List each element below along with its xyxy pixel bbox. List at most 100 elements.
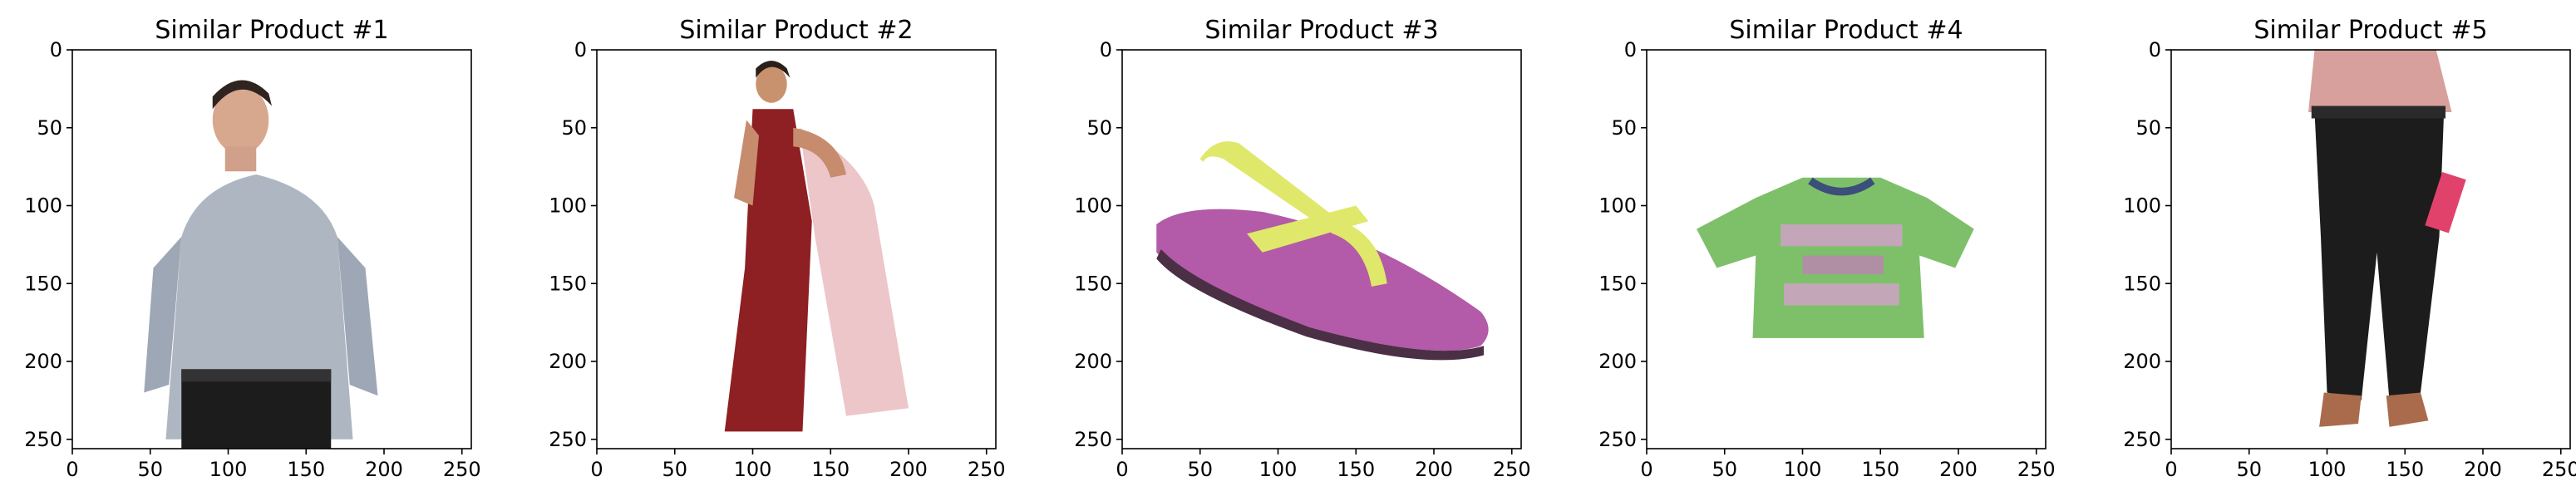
left-sleeve-shape — [144, 237, 182, 393]
product-image-4 — [1647, 50, 2046, 449]
x-tick-label: 250 — [443, 458, 481, 481]
x-tick-label: 100 — [1259, 458, 1298, 481]
x-tick-label: 0 — [66, 458, 78, 481]
y-tick-label: 0 — [1100, 38, 1112, 61]
belt-shape — [181, 369, 332, 382]
y-tick-label: 0 — [1624, 38, 1637, 61]
print-line-3 — [1784, 283, 1899, 306]
product-image-5 — [2171, 50, 2570, 449]
x-tick-label: 0 — [2165, 458, 2177, 481]
y-tick-label: 100 — [2123, 194, 2161, 218]
x-tick-label: 0 — [1116, 458, 1128, 481]
y-tick-label: 250 — [24, 428, 62, 451]
y-tick-label: 150 — [2123, 272, 2161, 295]
collar-shape — [1808, 177, 1875, 196]
x-tick-label: 50 — [137, 458, 163, 481]
x-tick-label: 150 — [811, 458, 850, 481]
y-tick-label: 150 — [549, 272, 587, 295]
saree-shape — [724, 109, 812, 432]
head-shape — [756, 65, 787, 103]
y-tick-label: 100 — [1598, 194, 1637, 218]
x-tick-label: 200 — [2464, 458, 2502, 481]
panel-title: Similar Product #1 — [155, 16, 388, 45]
waistband-shape — [2311, 106, 2445, 119]
y-tick-label: 50 — [37, 116, 62, 140]
product-panel-4: Similar Product #40 50 100 150 200 2500501001… — [1598, 16, 2055, 481]
x-tick-label: 50 — [1187, 458, 1213, 481]
panel-title: Similar Product #2 — [679, 16, 913, 45]
y-tick-label: 150 — [1074, 272, 1112, 295]
x-tick-label: 50 — [1712, 458, 1737, 481]
x-tick-label: 0 — [1640, 458, 1652, 481]
right-sleeve-shape — [337, 237, 378, 396]
head-shape — [212, 86, 269, 155]
hair-shape — [212, 80, 272, 110]
y-tick-label: 250 — [1074, 428, 1112, 451]
panel-title: Similar Product #5 — [2253, 16, 2487, 45]
y-tick-label: 150 — [24, 272, 62, 295]
y-tick-label: 200 — [24, 350, 62, 373]
x-tick-label: 100 — [1784, 458, 1822, 481]
panel-title: Similar Product #3 — [1204, 16, 1438, 45]
man-grey-shirt-black-trousers-picture — [144, 80, 378, 449]
y-tick-label: 0 — [574, 38, 587, 61]
x-tick-label: 250 — [1493, 458, 1531, 481]
black-trousers-with-pink-clutch-picture — [2308, 50, 2466, 427]
trousers-shape — [181, 369, 332, 449]
trousers-shape — [2314, 112, 2445, 400]
y-tick-label: 50 — [1611, 116, 1637, 140]
shirt-shape — [2308, 50, 2452, 112]
axes-frame — [71, 49, 472, 449]
product-image-2 — [597, 50, 996, 449]
y-tick-label: 150 — [1598, 272, 1637, 295]
woman-red-saree-picture — [724, 61, 909, 432]
product-image-3 — [1122, 50, 1521, 449]
product-panel-2: Similar Product #20 50 100 150 200 2500501001… — [549, 16, 1005, 481]
right-foot-shape — [2386, 392, 2429, 427]
x-tick-label: 250 — [968, 458, 1006, 481]
neck-shape — [224, 146, 257, 172]
product-panel-3: Similar Product #30 50 100 150 200 2500501001… — [1074, 16, 1530, 481]
x-tick-label: 150 — [1337, 458, 1375, 481]
x-tick-label: 250 — [2017, 458, 2056, 481]
product-panel-1: Similar Product #10 50 100 150 200 2500501001… — [24, 16, 480, 481]
x-tick-label: 200 — [365, 458, 403, 481]
left-foot-shape — [2319, 392, 2362, 427]
y-tick-label: 0 — [50, 38, 62, 61]
y-tick-label: 200 — [549, 350, 587, 373]
y-tick-label: 0 — [2149, 38, 2161, 61]
x-tick-label: 150 — [2386, 458, 2424, 481]
y-tick-label: 100 — [24, 194, 62, 218]
sole-edge-shape — [1156, 249, 1484, 361]
green-kids-tshirt-picture — [1697, 177, 1974, 338]
product-image-1 — [72, 50, 471, 449]
hair-shape — [756, 61, 791, 78]
x-tick-label: 100 — [734, 458, 772, 481]
sole-shape — [1156, 209, 1489, 351]
axes-frame — [1646, 49, 2047, 449]
back-strap-shape — [1199, 141, 1387, 287]
clutch-shape — [2425, 172, 2466, 233]
print-line-2 — [1802, 255, 1884, 274]
y-tick-label: 250 — [549, 428, 587, 451]
front-strap-shape — [1247, 205, 1369, 253]
raised-arm-shape — [793, 127, 846, 178]
y-tick-label: 200 — [1598, 350, 1637, 373]
x-tick-label: 100 — [2308, 458, 2347, 481]
axes-frame — [2170, 49, 2571, 449]
x-tick-label: 100 — [209, 458, 248, 481]
y-tick-label: 200 — [1074, 350, 1112, 373]
axes-frame — [1121, 49, 1522, 449]
x-tick-label: 50 — [662, 458, 687, 481]
x-tick-label: 250 — [2542, 458, 2576, 481]
x-tick-label: 200 — [889, 458, 928, 481]
x-tick-label: 200 — [1415, 458, 1453, 481]
x-tick-label: 150 — [287, 458, 325, 481]
y-tick-label: 50 — [561, 116, 587, 140]
y-tick-label: 250 — [1598, 428, 1637, 451]
x-tick-label: 200 — [1939, 458, 1978, 481]
y-tick-label: 250 — [2123, 428, 2161, 451]
y-tick-label: 100 — [549, 194, 587, 218]
axes-frame — [596, 49, 997, 449]
x-tick-label: 150 — [1861, 458, 1899, 481]
